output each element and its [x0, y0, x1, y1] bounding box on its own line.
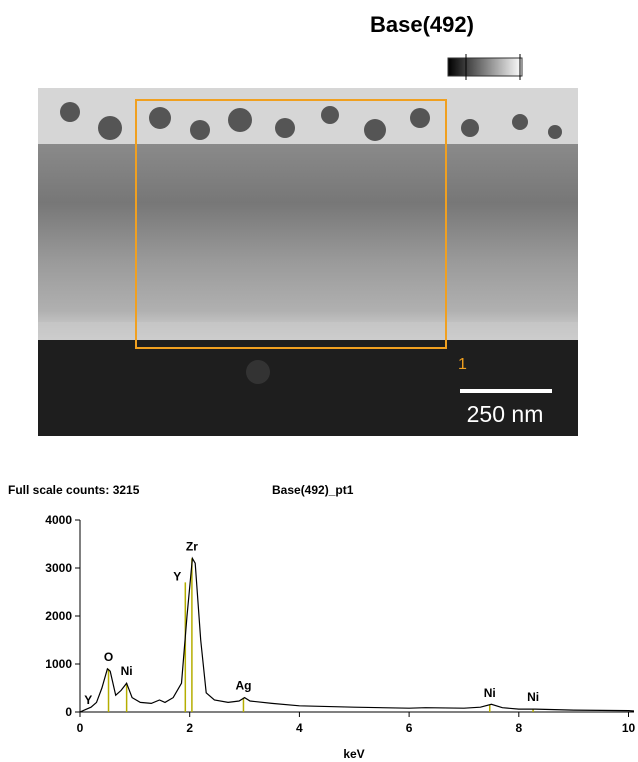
sem-image: 1 250 nm	[38, 88, 578, 436]
y-tick-label: 2000	[45, 609, 72, 623]
peak-label: Zr	[186, 539, 198, 553]
x-tick-label: 8	[515, 721, 522, 735]
x-tick-label: 2	[186, 721, 193, 735]
peak-label: Ni	[484, 686, 496, 700]
spectrum-line	[80, 558, 634, 712]
peak-label: O	[104, 650, 113, 664]
peak-label: Ni	[527, 690, 539, 704]
x-axis-label: keV	[343, 747, 364, 761]
region-label: 1	[458, 356, 467, 373]
y-tick-label: 4000	[45, 513, 72, 527]
x-tick-label: 6	[406, 721, 413, 735]
y-tick-label: 1000	[45, 657, 72, 671]
gray-scale-bar	[448, 54, 522, 80]
scale-bar-label: 250 nm	[467, 401, 544, 427]
chart-subtitle: Base(492)_pt1	[272, 483, 354, 497]
x-tick-label: 0	[77, 721, 84, 735]
peak-label: Y	[84, 693, 92, 707]
peak-label: Ni	[121, 664, 133, 678]
peak-label: Y	[173, 569, 181, 583]
peak-label: Ag	[235, 679, 251, 693]
x-tick-label: 10	[622, 721, 636, 735]
image-title: Base(492)	[370, 12, 474, 37]
x-tick-label: 4	[296, 721, 303, 735]
figure: Base(492) 1 250 nm Full scale counts: 32…	[0, 0, 638, 762]
y-tick-label: 3000	[45, 561, 72, 575]
chart-title: Full scale counts: 3215	[8, 483, 140, 497]
y-tick-label: 0	[65, 705, 72, 719]
